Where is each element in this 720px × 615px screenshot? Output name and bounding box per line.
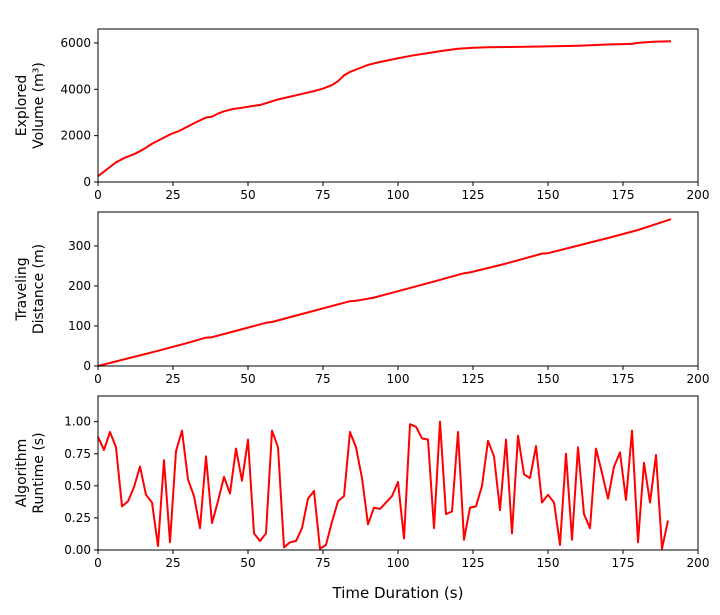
panel-2: 0 25 50 75 100 125 150 175 200 0 100 200 300 Travelin… <box>14 211 710 386</box>
y-tick-label: 0.25 <box>64 511 91 525</box>
x-tick-label: 200 <box>687 188 710 202</box>
series-line <box>97 40 672 177</box>
y-tick-label: 100 <box>68 319 91 333</box>
y-axis-label: AlgorithmRuntime (s) <box>14 432 47 513</box>
x-tick-label: 75 <box>315 188 330 202</box>
x-tick-label: 100 <box>387 188 410 202</box>
y-tick-label: 4000 <box>60 82 91 96</box>
x-tick-label: 50 <box>240 556 255 570</box>
y-tick-label: 200 <box>68 279 91 293</box>
x-tick-label: 100 <box>387 556 410 570</box>
y-tick-label: 0 <box>83 175 91 189</box>
x-axis-label: Time Duration (s) <box>332 584 464 602</box>
x-tick-label: 200 <box>687 372 710 386</box>
x-tick-label: 150 <box>537 372 560 386</box>
x-tick-label: 0 <box>94 372 102 386</box>
y-tick-label: 1.00 <box>64 415 91 429</box>
x-tick-label: 150 <box>537 188 560 202</box>
series-line <box>97 420 669 550</box>
y-axis-label-line: Explored <box>14 75 30 136</box>
y-axis-label-line: Volume (m³) <box>31 62 47 149</box>
y-tick-label: 0.75 <box>64 447 91 461</box>
x-tick-label: 125 <box>462 188 485 202</box>
x-tick-label: 25 <box>165 556 180 570</box>
y-axis-label: TravelingDistance (m) <box>14 244 47 334</box>
x-tick-label: 200 <box>687 556 710 570</box>
y-axis-label-line: Runtime (s) <box>31 432 47 513</box>
y-axis-label-line: Algorithm <box>14 439 30 508</box>
y-axis-label-line: Distance (m) <box>31 244 47 334</box>
y-tick-label: 0 <box>83 359 91 373</box>
x-tick-label: 25 <box>165 372 180 386</box>
x-tick-label: 0 <box>94 556 102 570</box>
panel-1: 0 25 50 75 100 125 150 175 2000200040006000Explo… <box>14 28 710 202</box>
y-axis-label: ExploredVolume (m³) <box>14 62 47 149</box>
x-tick-label: 25 <box>165 188 180 202</box>
x-tick-label: 125 <box>462 556 485 570</box>
x-tick-label: 175 <box>612 188 635 202</box>
y-tick-label: 300 <box>68 239 91 253</box>
x-tick-label: 0 <box>94 188 102 202</box>
y-tick-label: 2000 <box>60 129 91 143</box>
series-line <box>97 218 672 367</box>
x-tick-label: 75 <box>315 556 330 570</box>
x-tick-label: 100 <box>387 372 410 386</box>
x-tick-label: 175 <box>612 372 635 386</box>
panel-3: 0 25 50 75 100 125 150 175 200 0.00 0.25 0.50 0.75 1.… <box>14 395 710 570</box>
x-tick-label: 50 <box>240 188 255 202</box>
x-tick-label: 175 <box>612 556 635 570</box>
x-tick-label: 125 <box>462 372 485 386</box>
y-tick-label: 6000 <box>60 36 91 50</box>
y-tick-label: 0.00 <box>64 543 91 557</box>
x-tick-label: 50 <box>240 372 255 386</box>
x-tick-label: 150 <box>537 556 560 570</box>
y-axis-label-line: Traveling <box>14 257 30 321</box>
y-tick-label: 0.50 <box>64 479 91 493</box>
plot-frame <box>97 28 699 183</box>
x-tick-label: 75 <box>315 372 330 386</box>
